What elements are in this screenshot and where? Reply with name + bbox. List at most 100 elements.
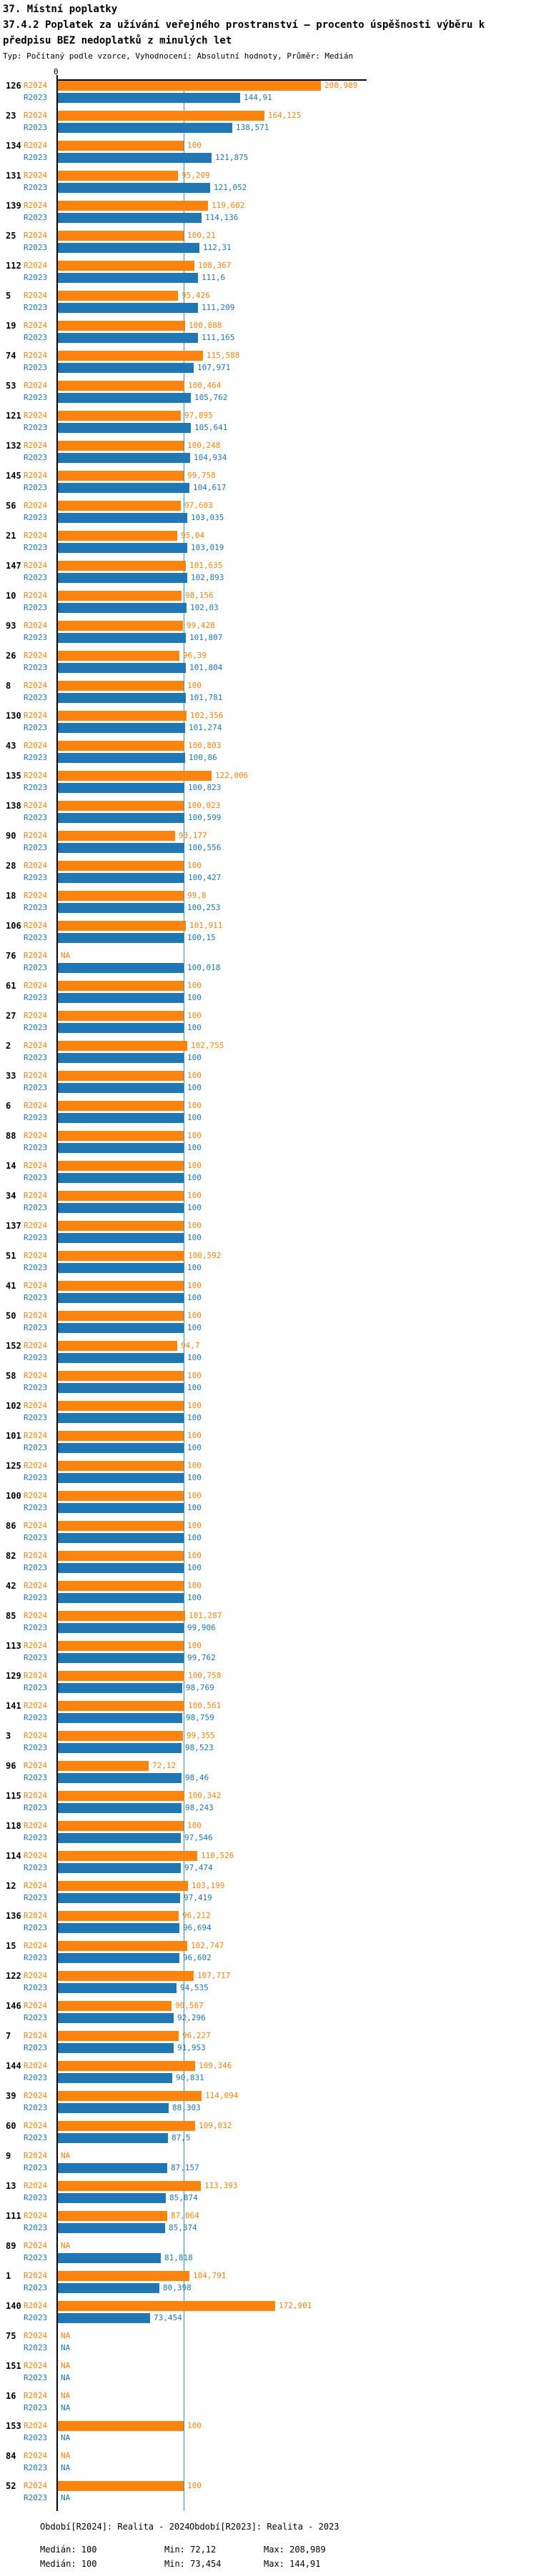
bar-r2024: [58, 711, 187, 721]
bar-row-r2024: 1 R2024 104,791: [0, 2271, 536, 2281]
bar-group: 23 R2024 164,125 R2023 138,571: [0, 111, 536, 133]
series-label-r2024: R2024: [24, 1611, 48, 1620]
value-label-r2024: 108,367: [198, 261, 232, 270]
bar-r2023: [58, 303, 198, 313]
bar-row-r2023: R2023 98,523: [0, 1743, 536, 1753]
series-label-r2024: R2024: [24, 861, 48, 870]
bar-row-r2024: 96 R2024 72,12: [0, 1761, 536, 1771]
value-label-r2024: 100: [187, 1131, 202, 1140]
bar-row-r2023: R2023 100,599: [0, 813, 536, 823]
series-label-r2023: R2023: [24, 1743, 48, 1752]
bar-r2023: [58, 1473, 184, 1483]
bar-row-r2024: 100 R2024 100: [0, 1491, 536, 1501]
bar-r2024: [58, 1821, 184, 1831]
bar-row-r2024: 152 R2024 94,7: [0, 1341, 536, 1351]
entity-id-label: 1: [6, 2271, 11, 2281]
series-label-r2023: R2023: [24, 213, 48, 222]
series-label-r2023: R2023: [24, 2433, 48, 2442]
series-label-r2023: R2023: [24, 1263, 48, 1272]
series-label-r2023: R2023: [24, 543, 48, 552]
value-label-r2023: 101,804: [189, 663, 223, 672]
bar-row-r2024: 5 R2024 95,426: [0, 291, 536, 301]
bar-row-r2024: 141 R2024 100,561: [0, 1701, 536, 1711]
bar-group: 18 R2024 99,8 R2023 100,253: [0, 891, 536, 913]
bar-r2024: [58, 141, 184, 151]
bar-r2024: [58, 2421, 184, 2431]
value-label-r2024: 100: [187, 1101, 202, 1110]
value-label-r2024: 100,023: [187, 801, 221, 810]
series-label-r2024: R2024: [24, 291, 48, 300]
entity-id-label: 134: [6, 141, 21, 151]
page-title: 37. Místní poplatky: [3, 4, 118, 15]
entity-id-label: 131: [6, 171, 21, 181]
bar-row-r2024: 113 R2024 100: [0, 1641, 536, 1651]
bar-row-r2023: R2023 114,136: [0, 213, 536, 223]
bar-group: 52 R2024 100 R2023 NA: [0, 2481, 536, 2503]
bar-group: 58 R2024 100 R2023 100: [0, 1371, 536, 1393]
series-label-r2024: R2024: [24, 1371, 48, 1380]
bar-row-r2023: R2023 91,953: [0, 2043, 536, 2053]
value-label-r2024: 90,567: [175, 2001, 204, 2010]
bar-r2024: [58, 2301, 275, 2311]
value-label-r2023: NA: [61, 2493, 71, 2502]
entity-id-label: 7: [6, 2031, 11, 2041]
bar-row-r2024: 114 R2024 110,526: [0, 1851, 536, 1861]
value-label-r2024: 100: [187, 1431, 202, 1440]
bar-row-r2024: 151 R2024 NA: [0, 2361, 536, 2371]
value-label-r2023: 111,6: [202, 273, 226, 282]
series-label-r2024: R2024: [24, 381, 48, 390]
bar-r2024: [58, 2121, 195, 2131]
value-label-r2024: NA: [61, 2241, 71, 2250]
bar-r2024: [58, 1521, 184, 1531]
entity-id-label: 23: [6, 111, 16, 121]
entity-id-label: 141: [6, 1701, 21, 1711]
bar-row-r2024: 115 R2024 100,342: [0, 1791, 536, 1801]
value-label-r2024: 104,791: [193, 2271, 227, 2280]
bar-row-r2024: 27 R2024 100: [0, 1011, 536, 1021]
entity-id-label: 102: [6, 1401, 21, 1411]
series-label-r2024: R2024: [24, 1761, 48, 1770]
bar-r2023: [58, 183, 210, 193]
series-label-r2024: R2024: [24, 921, 48, 930]
bar-row-r2024: 12 R2024 103,199: [0, 1881, 536, 1891]
entity-id-label: 19: [6, 321, 16, 331]
value-label-r2023: 100: [187, 1323, 202, 1332]
bar-row-r2023: R2023 97,474: [0, 1863, 536, 1873]
bar-r2023: [58, 603, 187, 613]
series-label-r2024: R2024: [24, 1071, 48, 1080]
value-label-r2023: 100,427: [188, 873, 222, 882]
bar-group: 140 R2024 172,901 R2023 73,454: [0, 2301, 536, 2323]
bar-row-r2023: R2023 98,243: [0, 1803, 536, 1813]
bar-r2023: [58, 1053, 184, 1063]
series-label-r2023: R2023: [24, 663, 48, 672]
series-label-r2024: R2024: [24, 1191, 48, 1200]
bar-row-r2023: R2023 100: [0, 1233, 536, 1243]
bar-r2023: [58, 1863, 181, 1873]
bar-row-r2023: R2023 90,831: [0, 2073, 536, 2083]
bar-r2023: [58, 663, 186, 673]
value-label-r2023: 100,253: [187, 903, 221, 912]
bar-group: 129 R2024 100,758 R2023 98,769: [0, 1671, 536, 1693]
chart-subtitle: 37.4.2 Poplatek za užívání veřejného pro…: [3, 19, 485, 46]
value-label-r2023: 100: [187, 1353, 202, 1362]
series-label-r2023: R2023: [24, 1653, 48, 1662]
bar-row-r2024: 53 R2024 100,464: [0, 381, 536, 391]
bar-group: 125 R2024 100 R2023 100: [0, 1461, 536, 1483]
bar-group: 61 R2024 100 R2023 100: [0, 981, 536, 1003]
series-label-r2023: R2023: [24, 1533, 48, 1542]
series-label-r2023: R2023: [24, 1563, 48, 1572]
bar-row-r2023: R2023 111,165: [0, 333, 536, 343]
bar-row-r2023: R2023 NA: [0, 2343, 536, 2353]
bar-row-r2024: 15 R2024 102,747: [0, 1941, 536, 1951]
bar-row-r2024: 43 R2024 100,803: [0, 741, 536, 751]
bar-r2023: [58, 1263, 184, 1273]
bar-group: 5 R2024 95,426 R2023 111,209: [0, 291, 536, 313]
series-label-r2024: R2024: [24, 801, 48, 810]
series-label-r2024: R2024: [24, 591, 48, 600]
bar-r2023: [58, 633, 186, 643]
value-label-r2023: 101,781: [189, 693, 223, 702]
bar-row-r2023: R2023 81,818: [0, 2253, 536, 2263]
bar-r2023: [58, 1023, 184, 1033]
value-label-r2024: 100: [187, 1221, 202, 1230]
value-label-r2024: 100: [187, 141, 202, 150]
